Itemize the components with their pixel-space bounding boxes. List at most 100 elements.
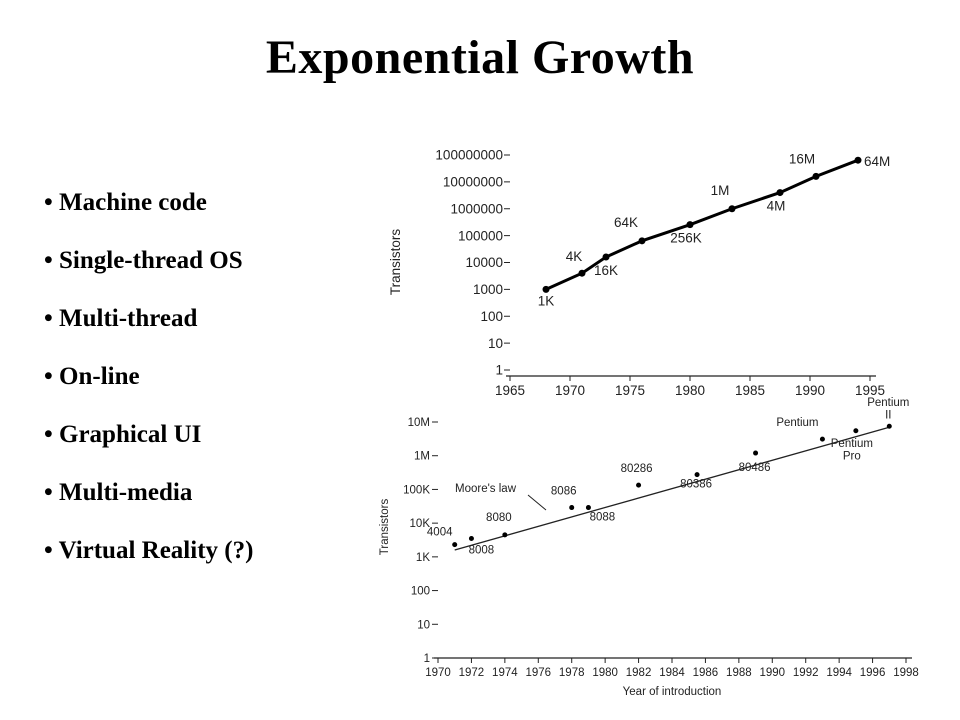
data-label: 4K <box>566 249 583 264</box>
bullet-item: Machine code <box>44 180 253 238</box>
data-point <box>542 285 550 293</box>
x-tick-label: 1974 <box>492 667 518 679</box>
data-label-line: Pentium <box>831 438 873 450</box>
data-label: 64K <box>614 215 638 230</box>
y-tick-label: 1M <box>414 451 430 463</box>
y-tick-label: 10K <box>410 518 431 530</box>
y-tick-label: 1 <box>495 363 503 378</box>
data-point <box>569 505 575 511</box>
data-point <box>602 253 610 261</box>
data-label: 8080 <box>486 512 512 524</box>
y-tick-label: 10000000 <box>443 175 503 190</box>
data-label: 8088 <box>590 512 616 524</box>
y-axis-label: Transistors <box>379 499 391 556</box>
data-label: 1K <box>538 293 555 308</box>
x-tick-label: 1985 <box>735 383 765 398</box>
x-tick-label: 1992 <box>793 667 819 679</box>
y-tick-label: 1000 <box>473 282 503 297</box>
data-point <box>638 237 646 245</box>
x-tick-label: 1980 <box>592 667 618 679</box>
data-point <box>636 482 642 488</box>
x-tick-label: 1988 <box>726 667 752 679</box>
x-tick-label: 1976 <box>525 667 551 679</box>
data-label: 1M <box>711 183 730 198</box>
bullet-item: Multi-media <box>44 470 253 528</box>
x-tick-label: 1994 <box>826 667 852 679</box>
data-label: 64M <box>864 154 890 169</box>
data-point <box>694 472 700 478</box>
data-label: 4004 <box>427 527 453 539</box>
data-label-line: Pro <box>843 450 861 462</box>
data-label-line: II <box>885 410 891 422</box>
bullet-item: Virtual Reality (?) <box>44 528 254 586</box>
trend-line <box>454 426 890 551</box>
x-tick-label: 1990 <box>759 667 785 679</box>
y-tick-label: 10 <box>417 619 430 631</box>
data-point <box>686 221 694 229</box>
bullet-item: Multi-thread <box>44 296 253 354</box>
y-tick-label: 10 <box>488 336 503 351</box>
data-label: Pentium II <box>867 397 909 422</box>
x-tick-label: 1980 <box>675 383 705 398</box>
data-point <box>585 505 591 511</box>
y-tick-label: 100000000 <box>435 148 503 163</box>
trend-label: Moore's law <box>455 483 517 495</box>
y-tick-label: 10000 <box>465 255 503 270</box>
data-label: 4M <box>767 199 786 214</box>
data-label: Pentium <box>776 417 818 429</box>
x-tick-label: 1975 <box>615 383 645 398</box>
data-label: 8008 <box>469 545 495 557</box>
y-tick-label: 1000000 <box>450 201 503 216</box>
x-axis-label: Year of introduction <box>623 686 722 698</box>
x-tick-label: 1995 <box>855 383 885 398</box>
data-point <box>753 450 759 456</box>
data-label: 256K <box>670 231 702 246</box>
data-point <box>502 532 508 538</box>
x-tick-label: 1970 <box>425 667 451 679</box>
y-tick-label: 100000 <box>458 228 503 243</box>
bullet-list: Machine code Single-thread OS Multi-thre… <box>44 180 254 586</box>
series-line <box>545 158 859 291</box>
y-tick-label: 100K <box>403 484 430 496</box>
bullet-item: Graphical UI <box>44 412 253 470</box>
data-label: Pentium Pro <box>831 438 873 463</box>
data-point <box>812 172 820 180</box>
data-point <box>728 205 736 213</box>
data-point <box>578 269 586 277</box>
x-tick-label: 1965 <box>495 383 525 398</box>
data-label: 16K <box>594 263 618 278</box>
data-label: 80386 <box>680 479 712 491</box>
y-tick-label: 100 <box>480 309 503 324</box>
y-tick-label: 1 <box>424 653 430 665</box>
chart-2: 1 10 100 1K 10K 100K 1M 10M 1970 1972 1974 1976 1978… <box>379 397 919 698</box>
data-label: 8086 <box>551 486 577 498</box>
x-tick-label: 1996 <box>860 667 886 679</box>
data-point <box>853 428 859 434</box>
bullet-item: On-line <box>44 354 253 412</box>
data-point <box>468 536 474 542</box>
y-tick-label: 10M <box>408 417 430 429</box>
x-tick-label: 1990 <box>795 383 825 398</box>
data-label: 16M <box>789 151 815 166</box>
chart-1: 1 10 100 1000 10000 100000 1000000 10000000 1000… <box>388 148 890 398</box>
x-tick-label: 1998 <box>893 667 919 679</box>
data-point <box>886 423 892 429</box>
x-tick-label: 1972 <box>459 667 485 679</box>
x-tick-label: 1986 <box>693 667 719 679</box>
data-point <box>819 436 825 442</box>
slide-title: Exponential Growth <box>265 31 695 84</box>
trend-label-pointer <box>527 494 547 511</box>
y-axis-label: Transistors <box>388 229 403 296</box>
bullet-item: Single-thread OS <box>44 238 253 296</box>
y-tick-label: 1K <box>416 552 430 564</box>
data-label: 80486 <box>739 462 771 474</box>
data-label: 80286 <box>621 463 653 475</box>
x-tick-label: 1982 <box>626 667 652 679</box>
data-point <box>452 542 458 548</box>
data-label-line: Pentium <box>867 397 909 409</box>
x-tick-label: 1978 <box>559 667 585 679</box>
x-tick-label: 1970 <box>555 383 585 398</box>
data-point <box>854 156 862 164</box>
data-point <box>776 189 784 197</box>
